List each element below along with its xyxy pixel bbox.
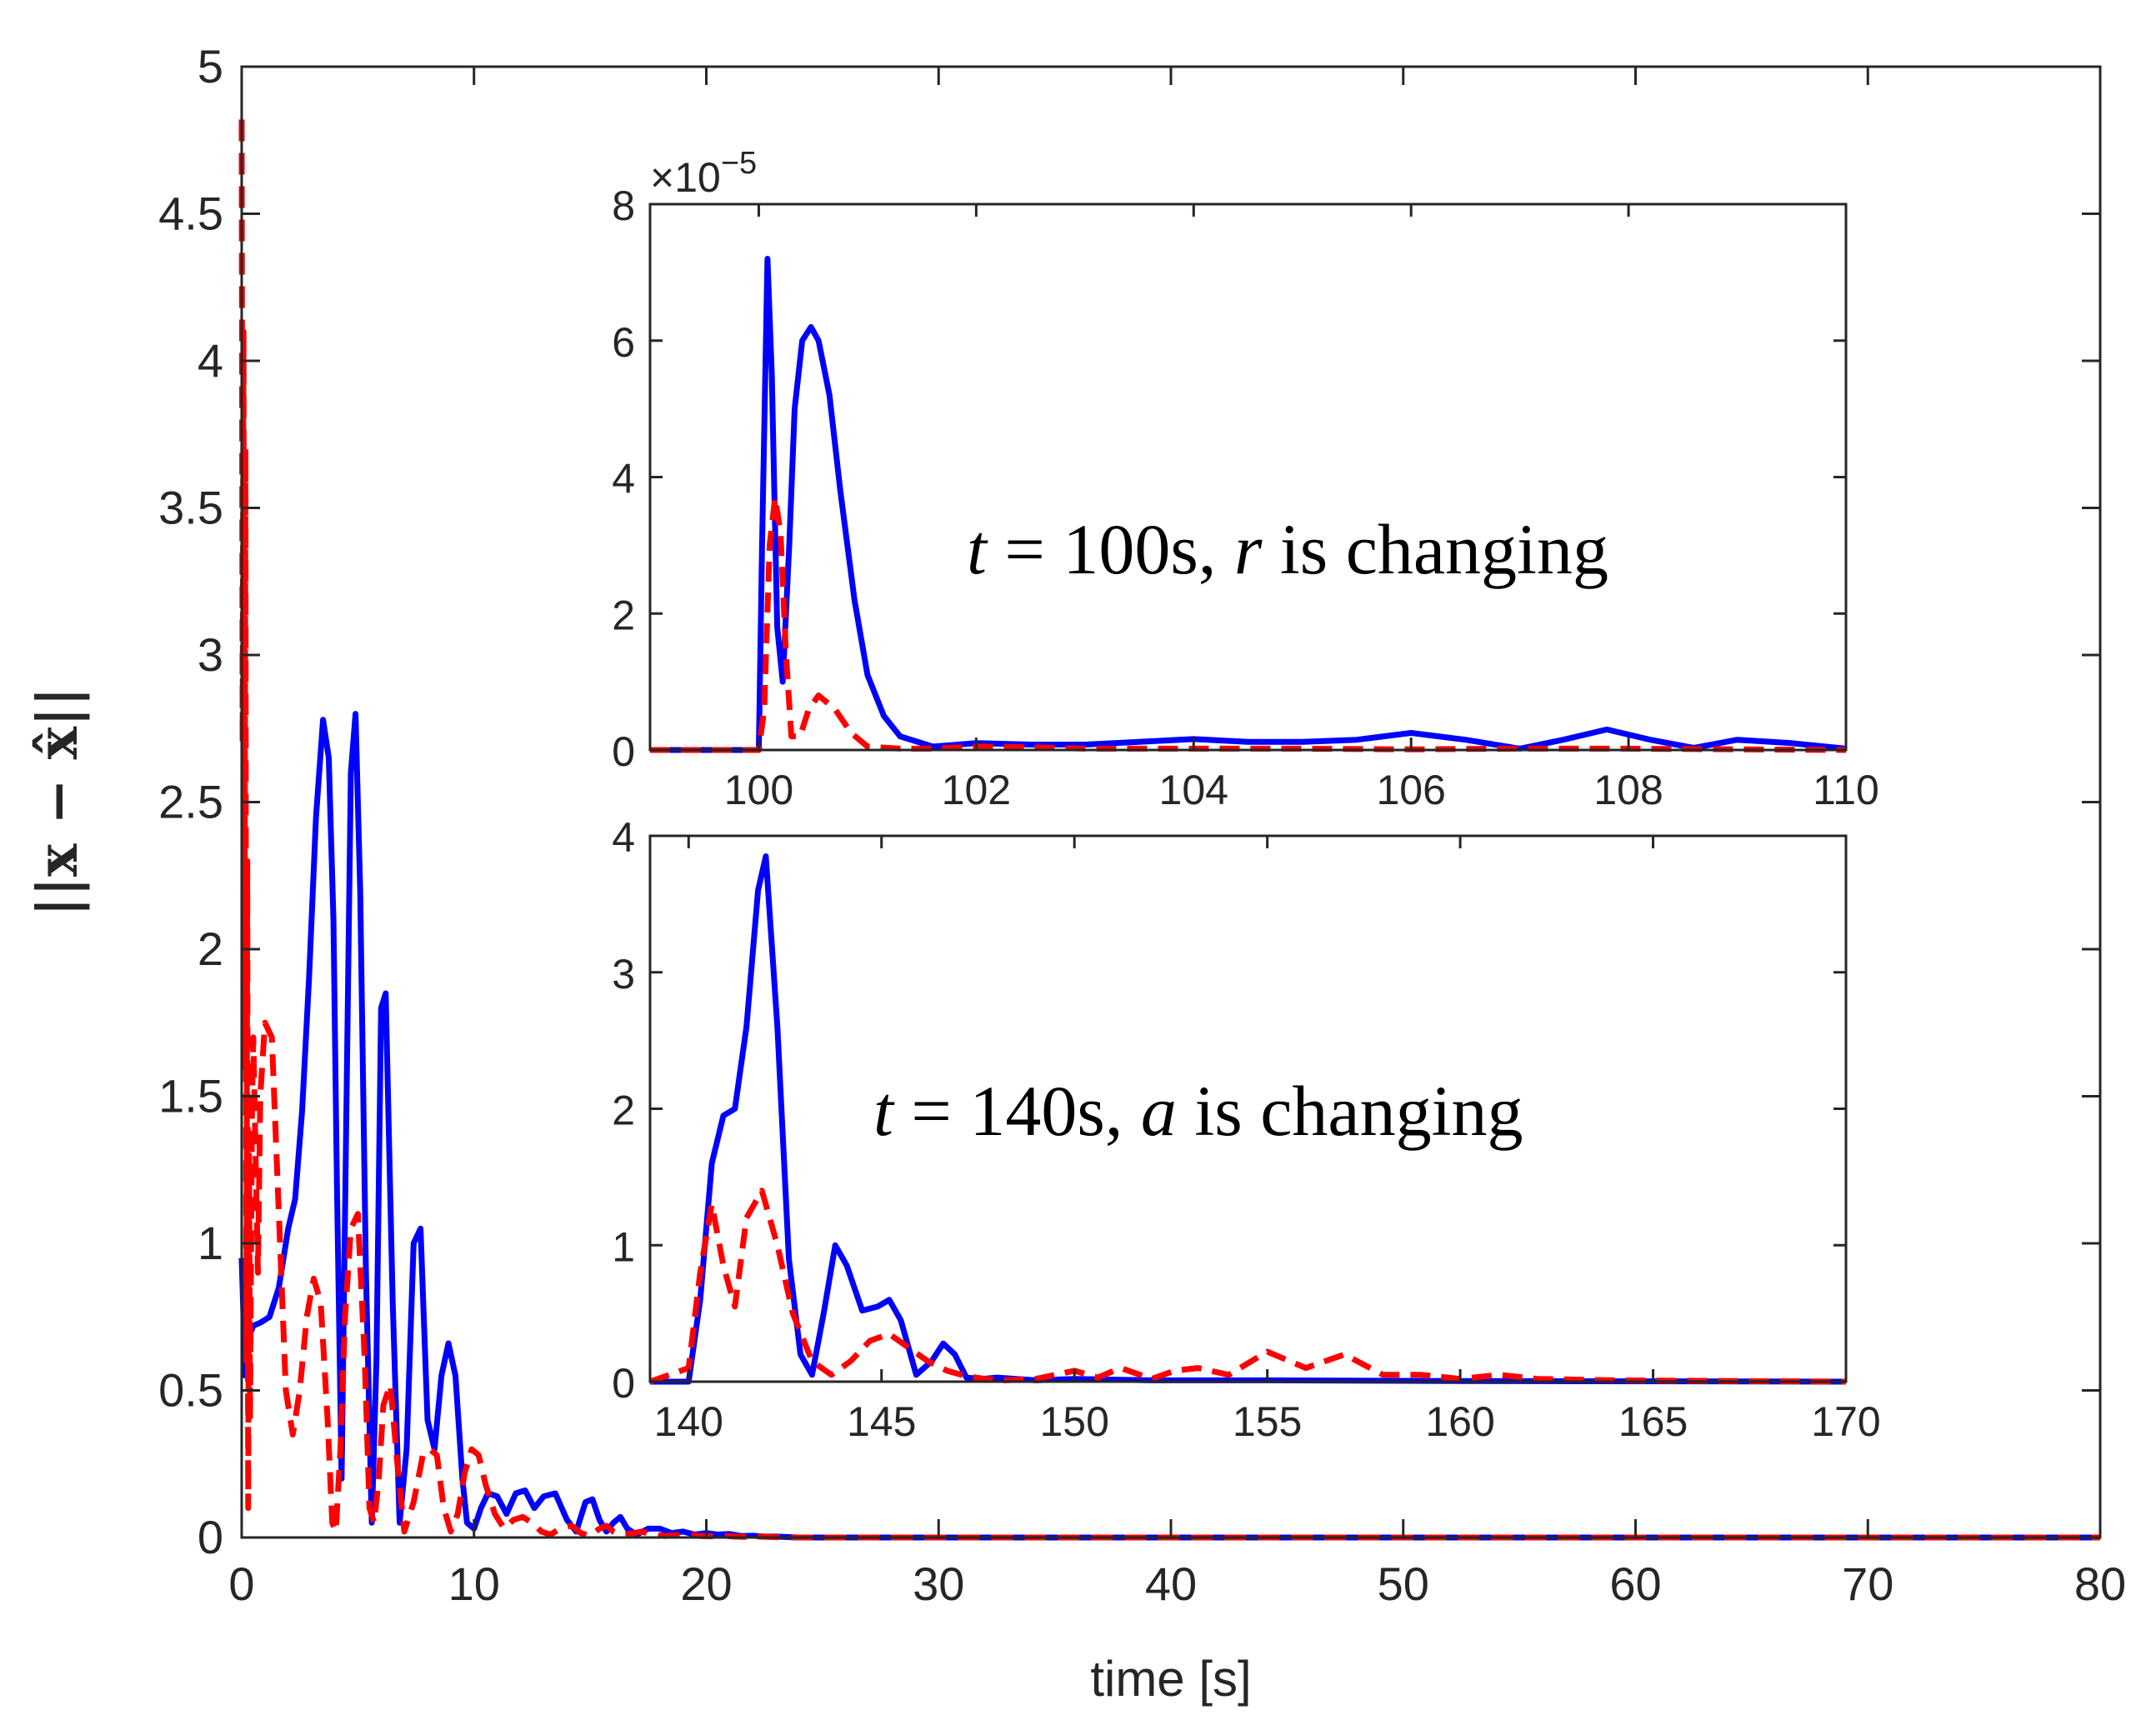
x-tick-label: 155 [1233,1398,1302,1445]
y-tick-label: 4 [612,456,635,502]
inset-top-exponent: ×10−5 [650,146,757,201]
inset2-series-solid-blue [650,853,1847,1385]
y-tick-label: 2 [612,1088,635,1134]
inset-bottom-y-tick-labels: 0 1 2 3 4 [612,814,635,1407]
x-tick-label: 108 [1593,767,1663,813]
x-tick-label: 160 [1425,1398,1494,1445]
y-tick-label: 3.5 [158,482,223,534]
main-series-dashed-red [238,119,2100,1541]
x-tick-label: 40 [1145,1558,1197,1610]
y-tick-label: 4 [198,334,223,387]
annotation-eq: = 140s, [893,1071,1141,1151]
x-tick-label: 102 [942,767,1011,813]
x-tick-label: 30 [913,1558,964,1610]
x-tick-label: 110 [1813,767,1879,813]
main-axes-frame [240,65,2102,1539]
inset-bottom-annotation: t = 140s, a is changing [873,1071,1523,1151]
y-tick-label: 4.5 [158,188,223,240]
main-x-tick-labels: 0 10 20 30 40 50 60 70 80 [228,1558,2126,1610]
inset-top-y-tick-labels: 0 2 4 6 8 [612,182,635,775]
y-tick-label: 1 [198,1217,223,1269]
y-tick-label: 5 [198,40,223,92]
inset-bottom-x-tick-labels: 140 145 150 155 160 165 170 [654,1398,1881,1445]
y-tick-label: 3 [612,951,635,998]
inset-top-x-tick-labels: 100 102 104 106 108 110 [724,767,1879,813]
y-tick-label: 1 [612,1223,635,1270]
annotation-rest: is changing [1262,509,1608,589]
main-series-group [238,119,2100,1541]
x-tick-label: 170 [1811,1398,1880,1445]
x-tick-label: 20 [680,1558,732,1610]
x-tick-label: 165 [1618,1398,1688,1445]
y-tick-label: 6 [612,319,635,366]
y-tick-label: 2.5 [158,776,223,828]
y-tick-label: 2 [612,592,635,638]
inset-bottom-plot-area [650,836,1846,1382]
annotation-rest: is changing [1177,1071,1523,1151]
inset-top-frame [648,202,1848,752]
x-tick-label: 106 [1376,767,1445,813]
x-tick-label: 0 [228,1558,254,1610]
y-tick-label: 1.5 [158,1070,223,1122]
x-axis-label: time [s] [1090,1651,1251,1707]
main-series-solid-blue [238,711,2100,1541]
x-tick-label: 50 [1378,1558,1429,1610]
x-tick-label: 150 [1039,1398,1108,1445]
y-tick-label: 0 [612,1360,635,1407]
x-tick-label: 70 [1842,1558,1893,1610]
x-tick-label: 100 [724,767,793,813]
y-tick-label: 0 [198,1511,223,1563]
x-tick-label: 140 [654,1398,723,1445]
y-tick-label: 0.5 [158,1364,223,1417]
annotation-var: r [1234,509,1263,589]
y-tick-label: 3 [198,628,223,681]
y-tick-label: 2 [198,922,223,975]
y-tick-label: 0 [612,728,635,775]
inset-bottom-series-group [648,853,1847,1385]
y-axis-label: ||x − x̂|| [25,687,90,917]
x-tick-label: 145 [847,1398,916,1445]
exponent-base: ×10 [650,154,721,201]
inset2-series-dashed-red [648,1188,1847,1385]
annotation-t: t [967,509,988,589]
x-tick-label: 10 [448,1558,500,1610]
annotation-var: a [1141,1071,1177,1151]
y-tick-label: 8 [612,182,635,229]
x-tick-label: 80 [2074,1558,2126,1610]
inset-top-axes: 100 102 104 106 108 110 0 2 4 6 8 ×10−5 t = 100s,… [612,146,1879,813]
inset-bottom-frame [648,834,1848,1383]
x-tick-label: 60 [1609,1558,1661,1610]
y-tick-label: 4 [612,814,635,861]
main-y-tick-labels: 0 0.5 1 1.5 2 2.5 3 3.5 4 4.5 5 [158,40,223,1563]
annotation-eq: = 100s, [987,509,1234,589]
annotation-t: t [873,1071,895,1151]
inset-top-plot-area [650,204,1846,750]
inset1-series-solid-blue [650,256,1847,753]
exponent-power: −5 [721,146,757,181]
inset-top-annotation: t = 100s, r is changing [967,509,1608,589]
x-tick-label: 104 [1159,767,1228,813]
inset-bottom-axes: 140 145 150 155 160 165 170 0 1 2 3 4 t = 140s, a … [612,814,1881,1445]
